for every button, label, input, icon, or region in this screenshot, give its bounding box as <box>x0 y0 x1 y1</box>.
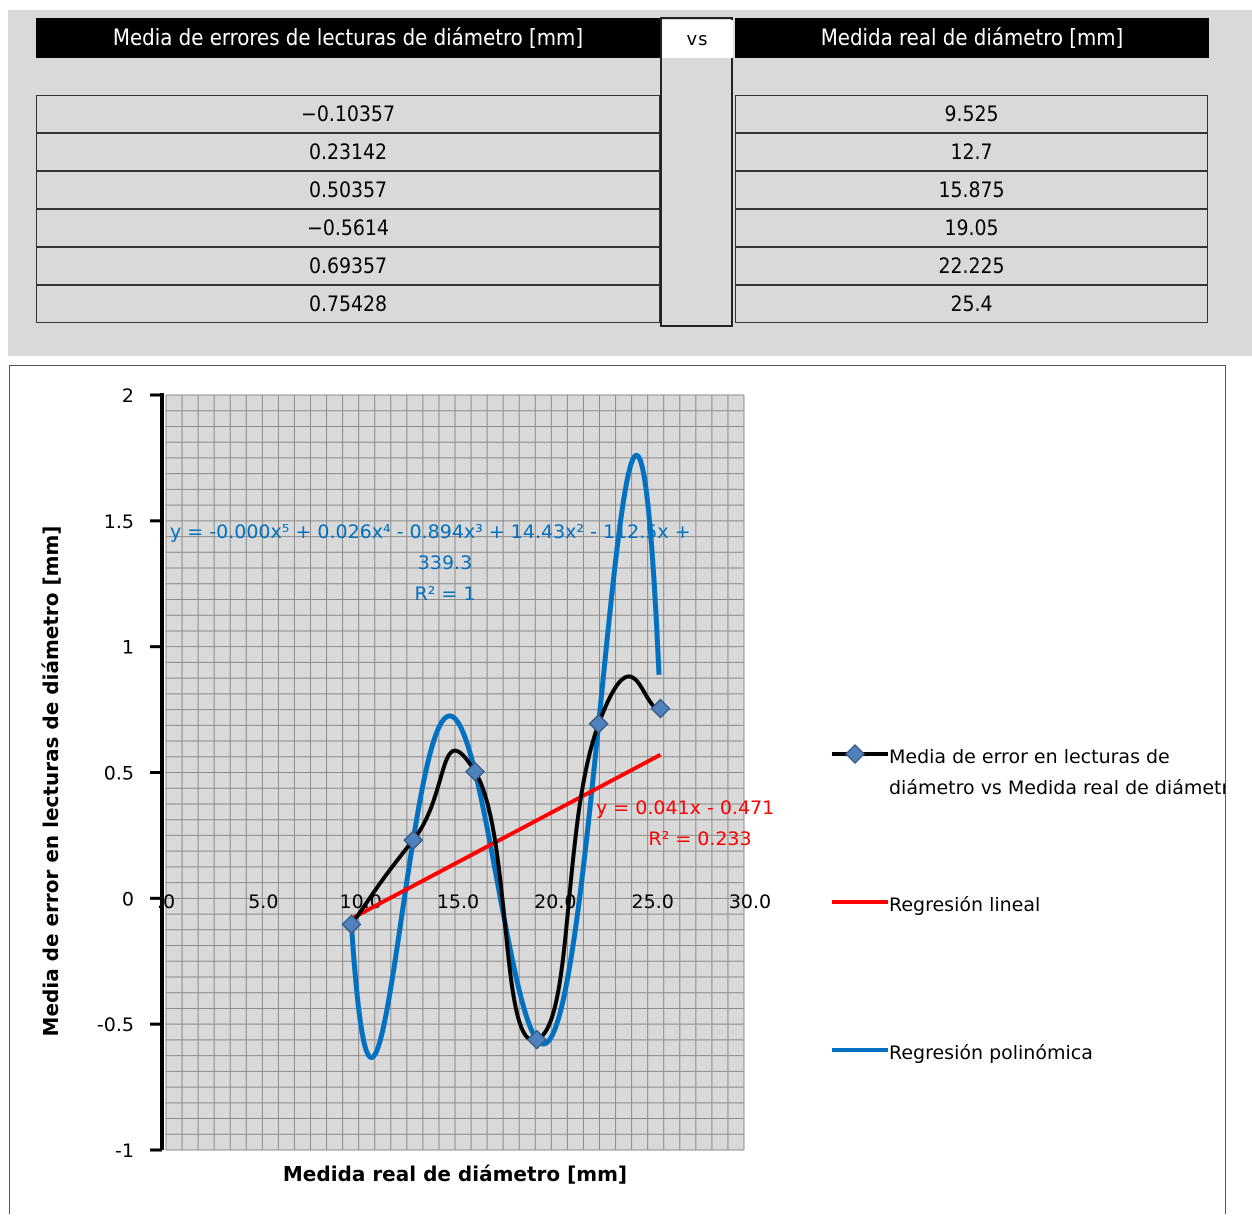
x-axis-title: Medida real de diámetro [mm] <box>283 1162 627 1186</box>
linear-equation-label: y = 0.041x - 0.471 <box>596 797 774 819</box>
legend-label-data: Media de error en lecturas de <box>889 746 1170 768</box>
medida-cell: 25.4 <box>735 285 1208 323</box>
medida-cell: 22.225 <box>735 247 1208 285</box>
vs-column <box>660 17 733 327</box>
linear-r2-label: R² = 0.233 <box>648 828 751 850</box>
x-tick-label: 30.0 <box>729 891 771 913</box>
medida-cell: 19.05 <box>735 209 1208 247</box>
x-tick-label: 20.0 <box>534 891 576 913</box>
y-tick-label: 1.5 <box>104 511 134 533</box>
x-tick-label: 5.0 <box>248 891 278 913</box>
markers <box>341 698 671 1050</box>
data-point-marker <box>403 830 424 851</box>
legend-label-linear: Regresión lineal <box>889 894 1040 916</box>
x-tick-label: .0 <box>157 891 175 913</box>
y-tick-label: -0.5 <box>97 1014 134 1036</box>
y-tick-label: -1 <box>115 1140 134 1162</box>
grid-lines <box>165 394 745 1151</box>
y-tick-label: 2 <box>122 385 134 407</box>
poly-equation-label: y = -0.000x⁵ + 0.026x⁴ - 0.894x³ + 14.43… <box>170 521 691 543</box>
x-tick-label: 25.0 <box>632 891 674 913</box>
error-cell: −0.5614 <box>36 209 660 247</box>
linear-regression-line <box>350 753 662 921</box>
y-tick-label: 0 <box>122 888 134 910</box>
y-tick-label: 1 <box>122 637 134 659</box>
series-group <box>348 452 662 1061</box>
axes: 21.510.50-0.5-1.0 5.0 10.0 15.0 20.0 25.0 30.0… <box>39 385 771 1186</box>
error-cell: −0.10357 <box>36 95 660 133</box>
error-cell: 0.69357 <box>36 247 660 285</box>
error-cell: 0.75428 <box>36 285 660 323</box>
header-medida-column: Medida real de diámetro [mm] <box>735 18 1209 58</box>
medida-cell: 12.7 <box>735 133 1208 171</box>
legend-label-polynomial: Regresión polinómica <box>889 1042 1093 1064</box>
chart-svg: 21.510.50-0.5-1.0 5.0 10.0 15.0 20.0 25.0 30.0… <box>39 385 1241 1186</box>
data-point-marker <box>526 1029 547 1050</box>
data-point-marker <box>650 698 671 719</box>
x-tick-label: 15.0 <box>437 891 479 913</box>
medida-cell: 15.875 <box>735 171 1208 209</box>
legend: Media de error en lecturas de diámetro vs… <box>832 743 1241 1064</box>
error-cell: 0.50357 <box>36 171 660 209</box>
labels: y = -0.000x⁵ + 0.026x⁴ - 0.894x³ + 14.43… <box>170 521 774 850</box>
vs-label: vs <box>662 20 733 58</box>
y-tick-label: 0.5 <box>104 763 134 785</box>
poly-equation-label-line2: 339.3 <box>418 552 472 574</box>
header-error-column: Media de errores de lecturas de diámetro… <box>36 18 660 58</box>
y-axis-title: Media de error en lecturas de diámetro [… <box>39 526 63 1037</box>
legend-label-data-line2: diámetro vs Medida real de diámetro <box>889 777 1225 799</box>
error-cell: 0.23142 <box>36 133 660 171</box>
medida-cell: 9.525 <box>735 95 1208 133</box>
poly-r2-label: R² = 1 <box>415 583 476 605</box>
data-series-line <box>349 674 661 1042</box>
chart-frame: 2 1.5 1 0.5 0 -0.5 -1.0 5.0 10.0 15.0 20.0 25.0 30.0… <box>9 365 1241 1214</box>
data-point-marker <box>341 914 362 935</box>
data-point-marker <box>464 761 486 782</box>
data-point-marker <box>588 713 609 734</box>
legend-marker-data <box>844 743 866 765</box>
